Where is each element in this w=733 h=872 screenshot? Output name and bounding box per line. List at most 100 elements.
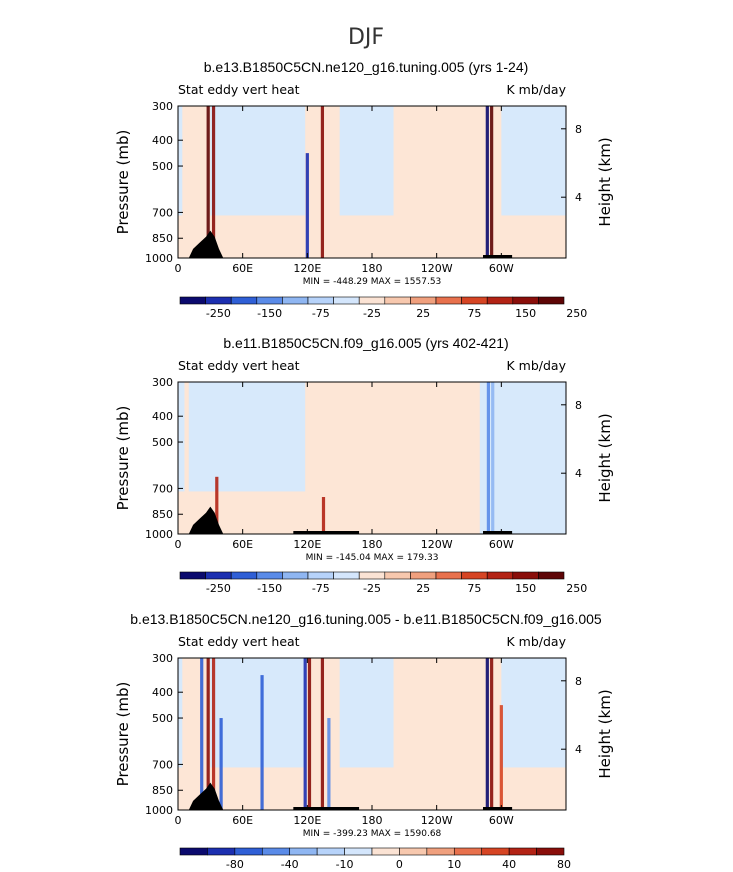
x-tick-label: 120W <box>421 538 453 551</box>
colorbar-swatch <box>289 847 318 856</box>
colorbar-swatch <box>435 571 462 580</box>
x-tick-label: 60W <box>489 262 514 275</box>
y-tick-label: 850 <box>152 784 173 797</box>
colorbar-swatch <box>461 296 488 305</box>
left-label: Stat eddy vert heat <box>178 634 300 649</box>
left-label: Stat eddy vert heat <box>178 358 300 373</box>
field-streak <box>327 718 331 810</box>
colorbar-label: 75 <box>467 582 481 595</box>
field-streak <box>211 658 216 810</box>
x-tick-label: 180 <box>362 262 383 275</box>
x-tick-label: 60W <box>489 814 514 827</box>
negative-region <box>178 382 185 492</box>
y-tick-label: 400 <box>152 410 173 423</box>
colorbar-swatch <box>426 847 455 856</box>
y-tick-label: 300 <box>152 652 173 665</box>
y-tick-label: 1000 <box>145 804 173 817</box>
colorbar-swatch <box>205 296 232 305</box>
colorbar-swatch <box>333 296 360 305</box>
x-tick-label: 120W <box>421 262 453 275</box>
y-tick-label: 1000 <box>145 528 173 541</box>
field-streak <box>305 153 309 258</box>
field-streak <box>485 106 489 258</box>
field-streak <box>485 658 489 810</box>
negative-region <box>339 658 394 768</box>
colorbar-swatch <box>399 847 428 856</box>
colorbar-swatch <box>179 296 206 305</box>
field-streak <box>320 658 325 810</box>
colorbar-swatch <box>410 571 437 580</box>
y-tick-label: 500 <box>152 436 173 449</box>
colorbar-swatch <box>205 571 232 580</box>
colorbar-label: -150 <box>257 582 282 595</box>
colorbar-swatch <box>344 847 373 856</box>
colorbar-label: -250 <box>206 307 231 320</box>
colorbar-label: 25 <box>416 582 430 595</box>
chart-panel-2: b.e11.B1850C5CN.f09_g16.005 (yrs 402-421… <box>114 335 614 595</box>
x-tick-label: 120E <box>293 262 321 275</box>
topography <box>483 531 513 534</box>
y-right-axis-label: Height (km) <box>596 137 614 226</box>
topography <box>188 506 224 534</box>
colorbar-label: -250 <box>206 582 231 595</box>
colorbar-swatch <box>230 296 258 305</box>
colorbar-swatch <box>234 847 263 856</box>
x-tick-label: 0 <box>175 262 182 275</box>
topography <box>188 230 224 258</box>
min-max-stats: MIN = -448.29 MAX = 1557.53 <box>303 277 442 287</box>
colorbar-swatch <box>384 571 411 580</box>
topography <box>483 807 513 810</box>
x-tick-label: 120E <box>293 814 321 827</box>
negative-region <box>188 382 306 492</box>
chart-panel-3: b.e13.B1850C5CN.ne120_g16.tuning.005 - b… <box>114 611 614 871</box>
colorbar-swatch <box>230 571 258 580</box>
right-label: K mb/day <box>507 82 567 97</box>
colorbar-swatch <box>384 296 411 305</box>
field-streak <box>320 106 325 258</box>
colorbar-swatch <box>410 296 437 305</box>
field-streak <box>486 382 490 534</box>
colorbar-label: -75 <box>312 582 330 595</box>
colorbar-label: 0 <box>396 858 403 871</box>
field-streak <box>219 718 223 810</box>
y-axis-label: Pressure (mb) <box>114 682 132 787</box>
y-tick-label: 850 <box>152 508 173 521</box>
colorbar-swatch <box>358 296 386 305</box>
field-streak <box>206 106 210 258</box>
colorbar-swatch <box>316 847 345 856</box>
y-right-tick-label: 4 <box>575 743 582 756</box>
colorbar-swatch <box>207 847 236 856</box>
colorbar-swatch <box>538 571 565 580</box>
y-tick-label: 400 <box>152 134 173 147</box>
colorbar-swatch <box>453 847 483 856</box>
negative-region <box>178 106 183 216</box>
colorbar-swatch <box>512 571 539 580</box>
colorbar-label: 80 <box>557 858 571 871</box>
positive-region <box>323 382 480 534</box>
field-streak <box>321 497 326 534</box>
negative-region <box>501 658 566 768</box>
y-right-tick-label: 8 <box>575 123 582 136</box>
page-title: DJF <box>348 25 384 50</box>
field-streak <box>200 658 204 810</box>
topography <box>188 782 224 810</box>
colorbar-label: -150 <box>257 307 282 320</box>
colorbar-swatch <box>307 296 334 305</box>
x-tick-label: 0 <box>175 814 182 827</box>
field-streak <box>211 106 216 258</box>
y-right-tick-label: 8 <box>575 675 582 688</box>
field-streak <box>303 658 307 810</box>
y-right-tick-label: 4 <box>575 467 582 480</box>
colorbar-label: 25 <box>416 307 430 320</box>
y-tick-label: 300 <box>152 376 173 389</box>
y-tick-label: 500 <box>152 712 173 725</box>
colorbar-label: 150 <box>515 307 536 320</box>
colorbar-swatch <box>282 571 309 580</box>
colorbar-label: 40 <box>502 858 516 871</box>
min-max-stats: MIN = -399.23 MAX = 1590.68 <box>303 829 442 839</box>
colorbar-label: -25 <box>363 307 381 320</box>
x-tick-label: 60E <box>232 538 253 551</box>
chart-title: b.e11.B1850C5CN.f09_g16.005 (yrs 402-421… <box>223 335 508 351</box>
colorbar-label: 75 <box>467 307 481 320</box>
